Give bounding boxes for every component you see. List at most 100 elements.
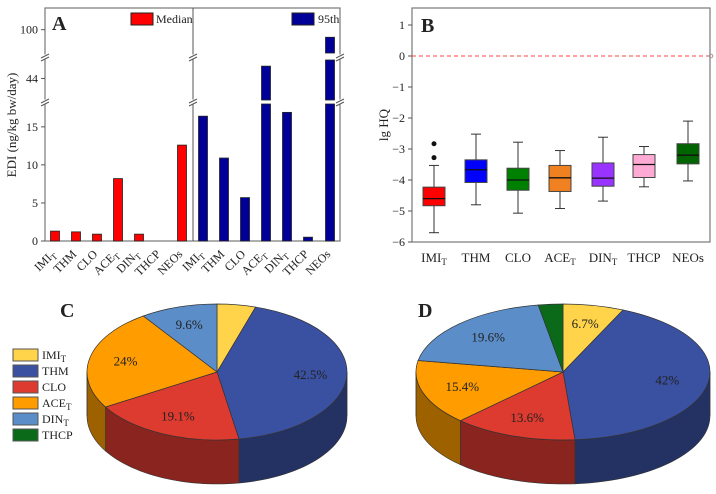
axis-break-mark xyxy=(188,56,198,62)
axis-break-mark xyxy=(40,53,50,59)
category-name: ACE xyxy=(42,396,66,410)
plot-frame-b xyxy=(411,7,711,243)
pie-slice-din xyxy=(417,304,564,373)
legend-swatch-95th xyxy=(291,12,315,26)
pie-data-label: 6.7% xyxy=(572,316,599,331)
y-tick-label: 100 xyxy=(20,23,38,37)
bar xyxy=(50,230,60,242)
bar xyxy=(325,103,335,242)
box xyxy=(676,143,700,165)
panel-label: A xyxy=(52,13,67,35)
y-axis-label: lg HQ xyxy=(376,108,391,141)
category-subscript: T xyxy=(66,402,72,412)
axis-break-mark xyxy=(335,98,345,104)
y-tick-label: −3 xyxy=(392,142,405,156)
pie-data-label: 9.6% xyxy=(176,317,203,332)
x-tick-label: THCP xyxy=(627,250,660,265)
bar xyxy=(240,197,250,242)
bar xyxy=(113,178,123,242)
category-subscript: T xyxy=(112,251,123,262)
bar xyxy=(134,233,144,242)
axis-break-gap xyxy=(336,54,344,60)
axis-break-gap xyxy=(41,54,49,60)
x-tick-label: THM xyxy=(462,250,491,265)
category-subscript: T xyxy=(281,251,292,262)
axis-break-mark xyxy=(335,53,345,59)
axis-break-mark xyxy=(40,56,50,62)
legend-label: IMIT xyxy=(42,348,67,364)
category-name: NEOs xyxy=(303,247,334,278)
pie-data-label: 19.1% xyxy=(161,408,195,423)
y-tick-label: 5 xyxy=(32,196,38,210)
bar-upper xyxy=(325,59,335,101)
pie-slice-thm xyxy=(216,306,348,440)
pie-data-label: 15.4% xyxy=(446,379,480,394)
pie-slice-thcp xyxy=(537,303,564,373)
category-name: IMI xyxy=(42,348,61,362)
pie-slice-ace xyxy=(86,315,218,408)
axis-break-mark xyxy=(188,98,198,104)
category-name: IMI xyxy=(421,250,441,265)
pie-data-label: 19.6% xyxy=(471,329,505,344)
legend-label-95th: 95th xyxy=(318,12,339,26)
category-subscript: T xyxy=(441,257,447,267)
y-axis-label: EDI (ng/kg bw/day) xyxy=(4,73,19,178)
bar-upper xyxy=(261,65,271,101)
legend-label: THM xyxy=(42,364,69,378)
y-tick-label: −4 xyxy=(392,173,405,187)
legend-label: CLO xyxy=(42,380,66,394)
bar xyxy=(282,111,292,242)
pie-slice-clo xyxy=(459,371,576,441)
bar xyxy=(198,115,208,242)
x-tick-label: DINT xyxy=(589,250,618,267)
axis-break-mark xyxy=(188,101,198,107)
y-tick-label: −6 xyxy=(392,235,405,249)
category-name: DIN xyxy=(589,250,613,265)
legend-label: ACET xyxy=(42,396,72,412)
bar xyxy=(92,233,102,242)
legend-label: THCP xyxy=(42,428,73,442)
axis-break-gap xyxy=(189,99,197,105)
category-subscript: T xyxy=(63,418,69,428)
y-tick-label: 44 xyxy=(26,71,38,85)
x-tick-label: ACET xyxy=(544,250,576,267)
category-name: CLO xyxy=(42,380,66,394)
y-tick-label: 10 xyxy=(26,158,38,172)
y-tick-label: −5 xyxy=(392,204,405,218)
pie-data-label: 24% xyxy=(114,354,138,369)
axis-break-mark xyxy=(40,101,50,107)
legend-swatch-thm xyxy=(12,364,39,378)
y-tick-label: 15 xyxy=(26,120,38,134)
legend-label: DINT xyxy=(42,412,69,428)
outlier xyxy=(431,155,437,161)
category-name: NEOs xyxy=(672,250,704,265)
category-subscript: T xyxy=(61,354,67,364)
bar xyxy=(71,231,81,242)
axis-break-mark xyxy=(335,101,345,107)
category-name: THCP xyxy=(627,250,660,265)
category-subscript: T xyxy=(570,257,576,267)
pie-data-label: 42.5% xyxy=(294,367,328,382)
axis-break-mark xyxy=(40,98,50,104)
category-subscript: T xyxy=(260,251,271,262)
y-tick-label: 0 xyxy=(399,49,405,63)
box xyxy=(422,186,446,207)
pie-slice-ace xyxy=(415,360,565,422)
x-tick-label: NEOs xyxy=(672,250,704,265)
category-name: THM xyxy=(42,364,69,378)
pie-slice-clo xyxy=(104,371,240,441)
legend-swatch-din xyxy=(12,412,39,426)
x-tick-label: CLO xyxy=(505,250,531,265)
box xyxy=(464,159,488,183)
category-name: THM xyxy=(462,250,491,265)
legend-label-median: Median xyxy=(156,12,193,26)
category-name: CLO xyxy=(505,250,531,265)
box xyxy=(591,162,615,187)
category-subscript: T xyxy=(49,251,60,262)
panel-label: C xyxy=(60,300,74,322)
axis-break-gap xyxy=(41,99,49,105)
category-subscript: T xyxy=(197,251,208,262)
pie-slice-thm xyxy=(562,309,711,441)
bar xyxy=(219,157,229,242)
